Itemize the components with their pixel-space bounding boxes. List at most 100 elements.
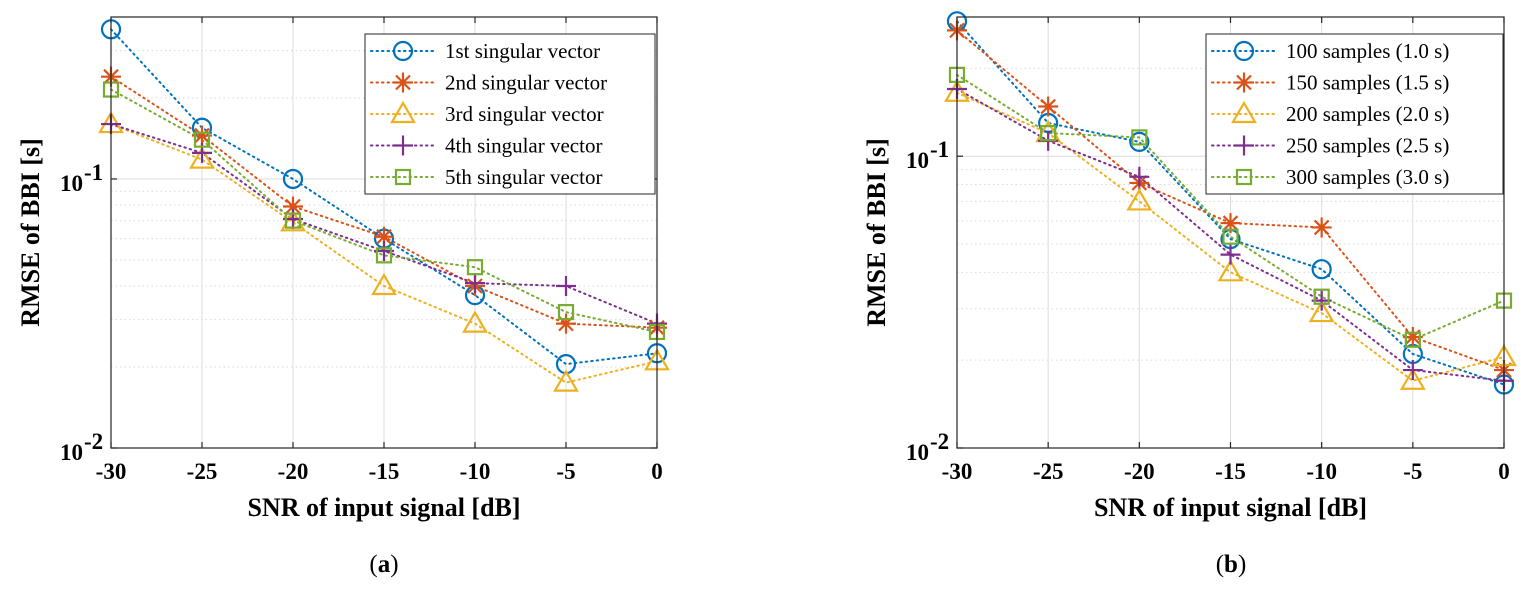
panel-b-data-point [1399, 367, 1426, 390]
panel-a-x-axis-label: SNR of input signal [dB] [247, 493, 520, 522]
panel-a-x-tick-label: -30 [96, 459, 127, 484]
panel-a-legend-label: 3rd singular vector [445, 102, 604, 126]
panel-b-y-tick-exponent: -2 [930, 429, 949, 454]
panel-a-data-point [466, 259, 484, 276]
panel-b-legend-marker [1234, 135, 1254, 156]
panel-b-x-tick-label: -30 [942, 459, 973, 484]
panel-a-data-point [189, 146, 215, 169]
panel-a-x-tick-label: -25 [187, 459, 218, 484]
panel-a-y-tick-label: 10 [60, 440, 83, 465]
panel-a-data-point [280, 209, 306, 232]
panel-a-x-tick-label: -5 [556, 459, 575, 484]
panel-a-data-point [192, 125, 212, 146]
panel-a-x-tick-label: 0 [651, 459, 663, 484]
panel-a-legend-label: 2nd singular vector [445, 71, 607, 95]
panel-a-legend: 1st singular vector 2nd singular vector 3r… [364, 33, 656, 195]
panel-b-x-axis-label: SNR of input signal [dB] [1094, 493, 1367, 522]
panel-a-data-point [284, 212, 302, 229]
panel-a-data-point [375, 247, 393, 264]
panel-a-legend-label: 5th singular vector [445, 165, 602, 189]
panel-a-legend-box [364, 33, 656, 195]
panel-a-y-tick-label: 10 [60, 171, 83, 196]
panel-a-legend-item-4: 4th singular vector [370, 134, 602, 158]
panel-b-y-tick-label: 10 [906, 440, 929, 465]
panel-a-data-point [556, 313, 576, 334]
panel-b-data-point [1311, 259, 1332, 280]
panel-a-data-point [283, 196, 303, 217]
panel-a-data-point [282, 168, 304, 190]
panel-b-data-point [1220, 244, 1241, 265]
panel-a-x-tick-label: -10 [460, 459, 491, 484]
panel-b-legend-label: 150 samples (1.5 s) [1286, 71, 1449, 95]
panel-a-legend-item-5: 5th singular vector [370, 165, 602, 189]
panel-b-caption: (b) [1216, 551, 1247, 578]
panel-b-data-point [1402, 327, 1423, 348]
panel-a-caption: (a) [369, 551, 398, 578]
panel-a-data-point [374, 226, 394, 247]
panel-b-legend-marker [1231, 100, 1257, 124]
panel-b-legend-label: 200 samples (2.0 s) [1286, 102, 1449, 126]
panel-b-data-point [1222, 228, 1239, 245]
panel-a-data-point [556, 276, 576, 297]
panel-b-legend-item-1: 100 samples (1.0 s) [1211, 39, 1449, 63]
panel-a-legend-label: 1st singular vector [445, 39, 600, 63]
panel-a-data-point [193, 131, 211, 148]
panel-a-data-point [462, 310, 488, 333]
panel-b-data-point [1129, 166, 1150, 187]
panel-b-legend-marker [1235, 168, 1253, 186]
panel-a-y-tick-exponent: -1 [84, 160, 103, 185]
panel-a-data-point [465, 273, 485, 294]
panel-b-data-point [1040, 125, 1057, 142]
panel-a-data-point [557, 304, 575, 321]
panel-b-data-point [1131, 129, 1148, 146]
panel-a-legend-marker [390, 100, 416, 124]
panel-b-legend-label: 250 samples (2.5 s) [1286, 134, 1449, 158]
panel-b-data-point [1311, 217, 1332, 238]
panel-a-x-tick-label: -15 [369, 459, 400, 484]
panel-b-legend-label: 100 samples (1.0 s) [1286, 39, 1449, 63]
panel-b-data-point [1308, 299, 1335, 323]
panel-a-legend-marker [394, 168, 412, 186]
panel-a-data-point [553, 369, 579, 392]
panel-a-legend-item-1: 1st singular vector [370, 39, 600, 63]
panel-b-legend: 100 samples (1.0 s) 150 samples (1.5 s) 20… [1205, 33, 1504, 195]
panel-a-y-tick-exponent: -2 [84, 429, 103, 454]
panel-b-data-point [1217, 259, 1244, 282]
panel-a-data-point [371, 272, 397, 296]
panel-b-x-tick-label: -10 [1306, 459, 1337, 484]
panel-b-data-point [1220, 213, 1241, 234]
panel-b-y-tick-label: 10 [906, 148, 929, 173]
panel-b-x-tick-label: 0 [1498, 459, 1510, 484]
panel-b-data-point [1038, 96, 1059, 117]
panel-a-legend-marker [393, 135, 413, 156]
panel-b-data-point [1402, 360, 1423, 381]
panel-b-x-tick-label: -5 [1403, 459, 1422, 484]
panel-a-series-line-3 [110, 123, 658, 384]
panel-b-legend-item-2: 150 samples (1.5 s) [1211, 71, 1449, 95]
panel-b-data-point [1126, 188, 1153, 211]
panel-a-x-tick-label: -20 [278, 459, 309, 484]
panel-a-y-axis-label: RMSE of BBI [s] [16, 138, 45, 327]
panel-a-legend-label: 4th singular vector [445, 134, 602, 158]
panel-b-x-tick-label: -15 [1215, 459, 1246, 484]
panel-a-legend-marker [392, 40, 414, 62]
panel-b-data-point [1129, 131, 1150, 152]
panel-b-y-tick-exponent: -1 [930, 137, 949, 162]
panel-b-legend-item-4: 250 samples (2.5 s) [1211, 134, 1449, 158]
panel-a-legend-item-3: 3rd singular vector [370, 100, 604, 126]
panel-b-legend-item-3: 200 samples (2.0 s) [1211, 100, 1449, 126]
panel-b-legend-marker [1233, 40, 1255, 62]
panel-b-legend-marker [1234, 72, 1254, 93]
panel-a-legend-item-2: 2nd singular vector [370, 71, 607, 95]
panel-a-legend-marker [393, 72, 413, 93]
panel-b-legend-label: 300 samples (3.0 s) [1286, 165, 1449, 189]
panel-b-x-tick-label: -20 [1124, 459, 1155, 484]
panel-b-y-axis-label: RMSE of BBI [s] [862, 138, 891, 327]
panel-b-x-tick-label: -25 [1033, 459, 1064, 484]
panel-b-data-point [1313, 288, 1330, 305]
panel-b-legend-item-5: 300 samples (3.0 s) [1211, 165, 1449, 189]
panel-b-data-point [1404, 331, 1421, 348]
